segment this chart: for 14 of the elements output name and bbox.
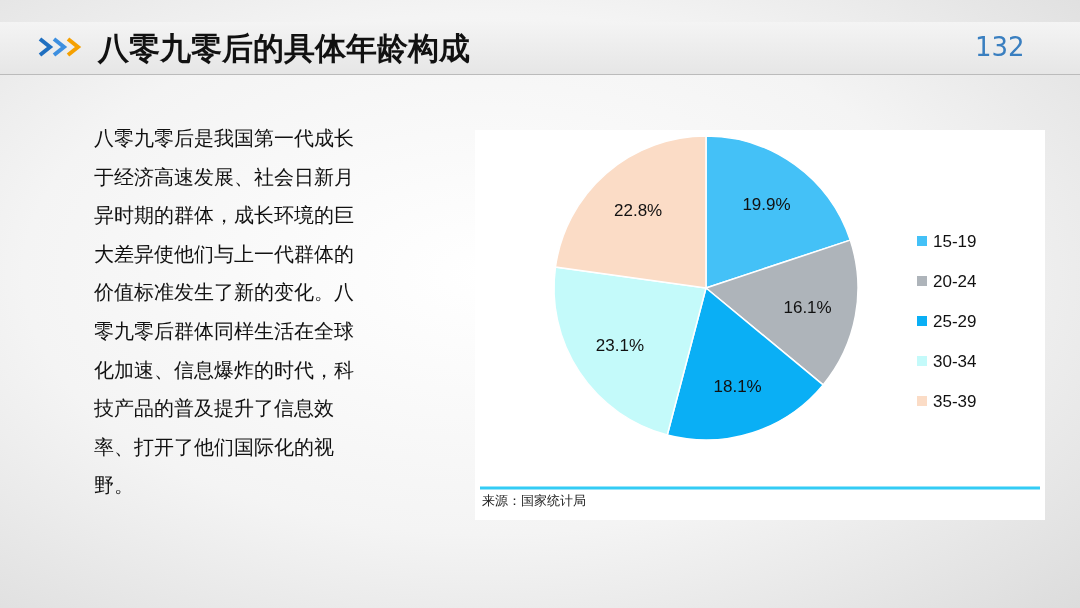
source-note: 来源：国家统计局 [482,492,586,510]
text: 132 [975,32,1025,62]
data-label: 23.1% [595,336,645,356]
data-label: 22.8% [614,201,663,221]
data-label: 19.9% [742,195,791,215]
legend-label: 15-19 [933,232,977,251]
data-label: 18.1% [713,377,762,397]
legend-label: 30-34 [933,352,977,371]
data-label: 16.1% [783,298,832,318]
legend-label: 20-24 [933,272,977,291]
legend-label: 35-39 [933,392,977,411]
text: 八零九零后是我国第一代成长于经济高速发展、社会日新月异时期的群体，成长环境的巨大差异使他们与上一代群体的价值标准发生了新的变化。八零九零后群体同样生活在全球化加速、信息爆炸的时代，科技产品的普及提升了信息效率、打开了他们国际化的视野。 [94,127,354,498]
text: 八零九零后的具体年龄构成 [98,29,470,68]
legend-label: 25-29 [933,312,977,331]
